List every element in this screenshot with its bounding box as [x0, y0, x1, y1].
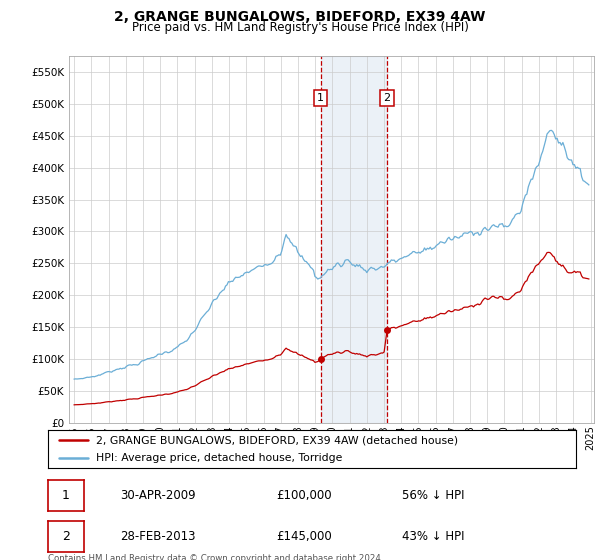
- Text: £145,000: £145,000: [276, 530, 332, 543]
- Text: 1: 1: [317, 93, 325, 103]
- Text: 43% ↓ HPI: 43% ↓ HPI: [402, 530, 464, 543]
- Text: 30-APR-2009: 30-APR-2009: [120, 489, 196, 502]
- Text: HPI: Average price, detached house, Torridge: HPI: Average price, detached house, Torr…: [95, 453, 342, 463]
- Text: 56% ↓ HPI: 56% ↓ HPI: [402, 489, 464, 502]
- Text: 2: 2: [383, 93, 391, 103]
- Text: 2, GRANGE BUNGALOWS, BIDEFORD, EX39 4AW: 2, GRANGE BUNGALOWS, BIDEFORD, EX39 4AW: [115, 10, 485, 24]
- Text: 1: 1: [62, 489, 70, 502]
- Text: 28-FEB-2013: 28-FEB-2013: [120, 530, 196, 543]
- Text: Price paid vs. HM Land Registry's House Price Index (HPI): Price paid vs. HM Land Registry's House …: [131, 21, 469, 34]
- Text: 2: 2: [62, 530, 70, 543]
- Bar: [321, 56, 387, 423]
- Text: Contains HM Land Registry data © Crown copyright and database right 2024.
This d: Contains HM Land Registry data © Crown c…: [48, 554, 383, 560]
- Text: 2, GRANGE BUNGALOWS, BIDEFORD, EX39 4AW (detached house): 2, GRANGE BUNGALOWS, BIDEFORD, EX39 4AW …: [95, 435, 458, 445]
- Text: £100,000: £100,000: [276, 489, 332, 502]
